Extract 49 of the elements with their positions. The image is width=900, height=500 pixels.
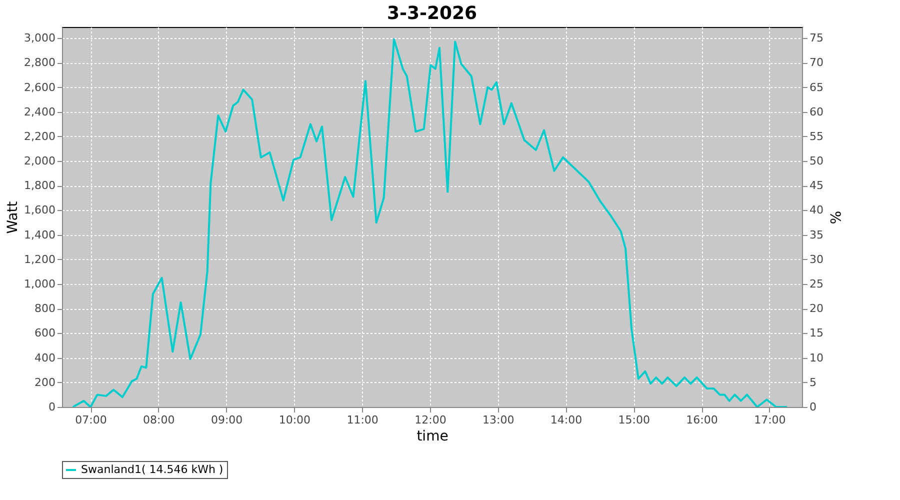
y-tick-label: 600 [34,326,56,340]
y2-tick-label: 45 [810,179,824,192]
y2-tick-label: 5 [810,376,816,389]
y2-tick-label: 15 [810,326,824,340]
y-tick-label: 200 [34,376,56,389]
line-series [72,38,788,407]
y-tick-label: 2,400 [24,105,56,118]
x-tick-label: 07:00 [75,414,107,426]
x-tick-label: 14:00 [550,414,582,426]
x-tick-label: 13:00 [482,414,514,426]
y-tick-label: 2,200 [24,130,56,143]
x-axis-title: time [416,428,448,444]
y-tick-label: 1,800 [24,179,56,192]
x-tick-label: 17:00 [754,414,786,426]
y2-tick-label: 65 [810,80,824,94]
x-tick-label: 10:00 [278,414,311,426]
x-tick-label: 08:00 [143,414,175,426]
y2-tick-label: 40 [810,204,824,217]
y2-tick-label: 55 [810,130,824,143]
legend-label: Swanland1( 14.546 kWh ) [81,463,224,476]
y2-tick-label: 75 [810,32,824,45]
y-tick-label: 2,800 [24,56,56,70]
y-tick-label: 3,000 [24,32,56,45]
y-tick-label: 1,600 [24,204,56,217]
y2-tick-label: 50 [810,154,824,168]
y-tick-label: 800 [34,302,56,316]
y-tick-label: 1,200 [24,252,56,266]
y2-tick-label: 20 [810,302,824,316]
y-tick-label: 0 [48,400,56,414]
y2-tick-label: 10 [810,351,824,364]
x-tick-label: 16:00 [686,414,718,426]
x-tick-label: 11:00 [346,414,378,426]
y-tick-label: 400 [34,351,56,364]
y2-tick-label: 25 [810,278,824,291]
y-tick-label: 2,600 [24,80,56,94]
y-tick-label: 2,000 [24,154,56,168]
x-tick-label: 12:00 [414,414,446,426]
y-tick-label: 1,000 [24,278,56,291]
y-tick-label: 1,400 [24,228,56,242]
y2-tick-label: 35 [810,228,824,242]
x-tick-label: 09:00 [210,414,243,426]
chart-title: 3-3-2026 [386,3,478,24]
y2-axis-title: % [826,210,842,224]
y2-tick-label: 0 [810,400,816,414]
x-tick-label: 15:00 [618,414,650,426]
y2-tick-label: 60 [810,105,824,118]
y2-tick-label: 70 [810,56,824,70]
y-axis-title: Watt [5,200,22,234]
y2-tick-label: 30 [810,252,824,266]
